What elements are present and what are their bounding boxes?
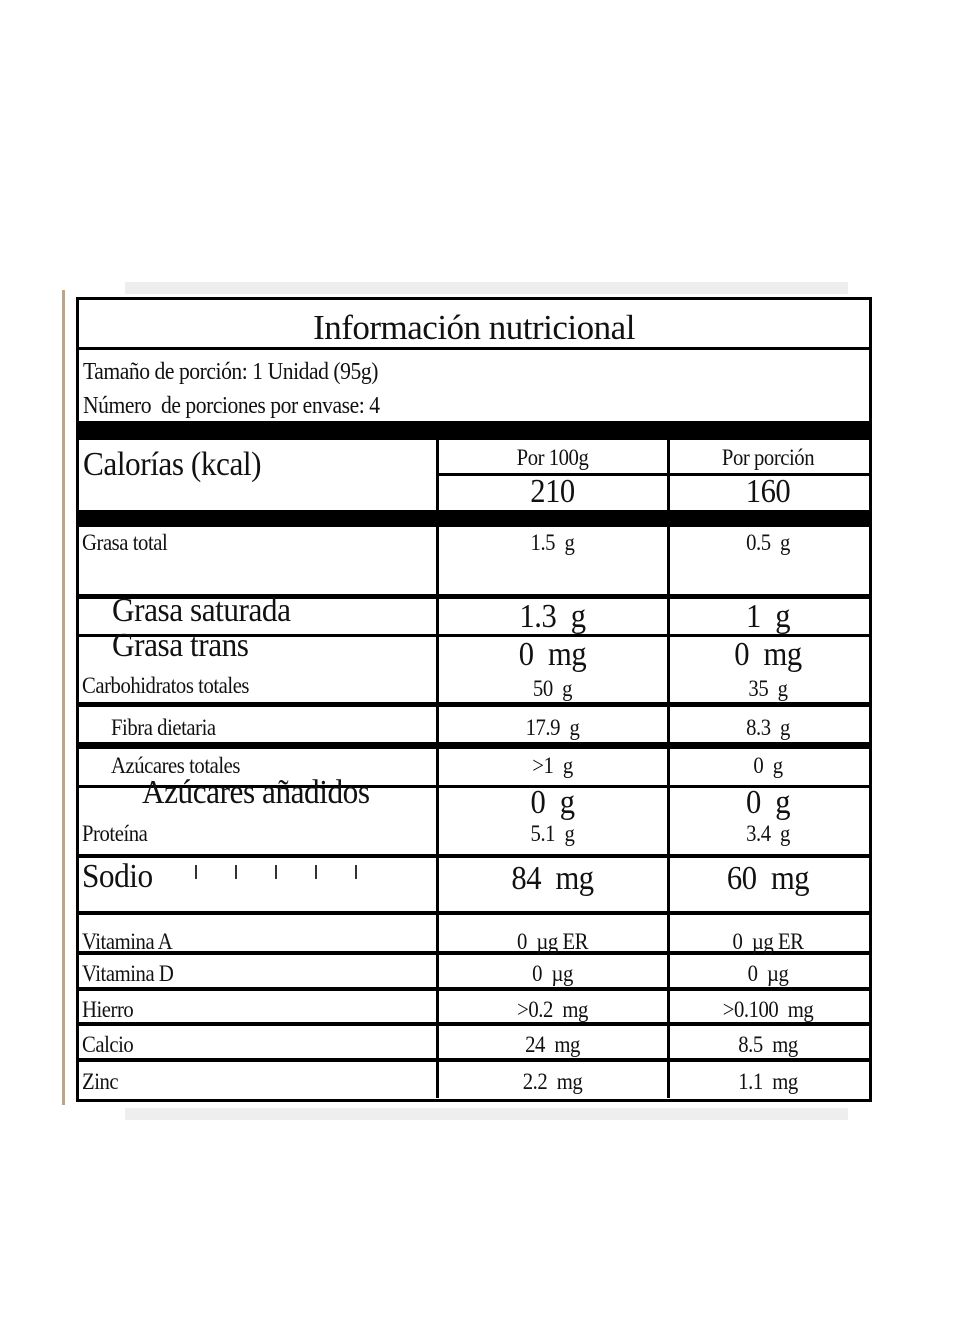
nutrient-per-serving: 3.4 g [746, 821, 790, 846]
nutrient-label: Azúcares añadidos [142, 774, 370, 811]
divider [78, 951, 870, 955]
divider [78, 634, 870, 637]
calories-label: Calorías (kcal) [83, 446, 262, 483]
nutrient-per-100g: 84 mg [511, 860, 594, 897]
divider [78, 1022, 870, 1026]
nutrient-label: Grasa trans [112, 627, 249, 664]
column-divider [667, 440, 670, 1098]
divider [78, 702, 870, 707]
divider [78, 911, 870, 915]
nutrient-per-serving: 0.5 g [746, 530, 790, 555]
divider [78, 742, 870, 749]
divider [78, 594, 870, 599]
nutrient-per-100g: 0 µg ER [516, 929, 589, 954]
left-edge [62, 290, 65, 1105]
nutrient-per-100g: 0 g [530, 784, 575, 821]
nutrient-label: Calcio [82, 1032, 134, 1057]
nutrient-label: Carbohidratos totales [82, 673, 250, 698]
bottom-gray-strip [125, 1108, 848, 1120]
nutrient-per-serving: 8.3 g [746, 715, 790, 740]
nutrient-per-serving: 0 µg [747, 961, 789, 986]
nutrient-per-serving: 0 g [745, 784, 791, 821]
nutrient-label: Proteína [82, 821, 148, 846]
nutrient-per-serving: 8.5 mg [738, 1032, 798, 1057]
nutrient-label: Grasa saturada [112, 592, 291, 629]
nutrient-label: Fibra dietaria [111, 715, 216, 740]
nutrient-per-100g: >1 g [532, 753, 573, 778]
divider [78, 854, 870, 858]
column-divider [436, 440, 439, 1098]
nutrient-per-100g: 0 mg [518, 636, 587, 673]
nutrient-per-serving: 1 g [745, 598, 791, 635]
nutrient-per-100g: >0.2 mg [517, 997, 588, 1022]
nutrient-per-100g: 50 g [532, 676, 573, 701]
nutrient-per-serving: 0 g [753, 753, 783, 778]
nutrient-label: Hierro [82, 997, 134, 1022]
nutrient-per-serving: 0 mg [734, 636, 802, 673]
divider [78, 347, 870, 350]
divider [78, 1058, 870, 1062]
calories-per-serving: 160 [745, 473, 791, 510]
nutrient-label: Sodio [82, 858, 153, 895]
nutrient-per-serving: 1.1 mg [738, 1069, 798, 1094]
top-gray-strip [125, 282, 848, 294]
servings-per-container: Número de porciones por envase: 4 [83, 393, 380, 419]
nutrient-per-100g: 1.5 g [530, 530, 575, 555]
calories-per-100g: 210 [530, 473, 575, 510]
serving-size: Tamaño de porción: 1 Unidad (95g) [83, 359, 378, 385]
nutrient-per-100g: 17.9 g [525, 715, 580, 740]
nutrient-label: Zinc [82, 1069, 119, 1094]
nutrient-per-100g: 2.2 mg [522, 1069, 583, 1094]
nutrient-per-100g: 5.1 g [530, 821, 575, 846]
nutrient-label: Azúcares totales [111, 753, 241, 778]
divider [78, 785, 870, 788]
nutrient-per-serving: 60 mg [726, 860, 810, 897]
thick-bar [78, 421, 870, 440]
nutrient-per-serving: >0.100 mg [722, 997, 814, 1022]
divider [78, 987, 870, 991]
tick-marks [195, 865, 360, 879]
nutrient-label: Vitamina A [82, 929, 173, 954]
nutrient-per-100g: 0 µg [532, 961, 573, 986]
divider [437, 473, 870, 476]
nutrient-label: Grasa total [82, 530, 168, 555]
nutrient-per-serving: 35 g [748, 676, 788, 701]
col-header-per-100g: Por 100g [516, 445, 589, 470]
nutrient-per-100g: 24 mg [525, 1032, 580, 1057]
table-title: Información nutricional [313, 308, 635, 347]
nutrient-label: Vitamina D [82, 961, 174, 986]
nutrient-per-serving: 0 µg ER [732, 929, 804, 954]
thick-bar [78, 510, 870, 527]
nutrient-per-100g: 1.3 g [519, 598, 586, 635]
col-header-per-serving: Por porción [721, 445, 815, 470]
table-border [76, 297, 872, 1102]
